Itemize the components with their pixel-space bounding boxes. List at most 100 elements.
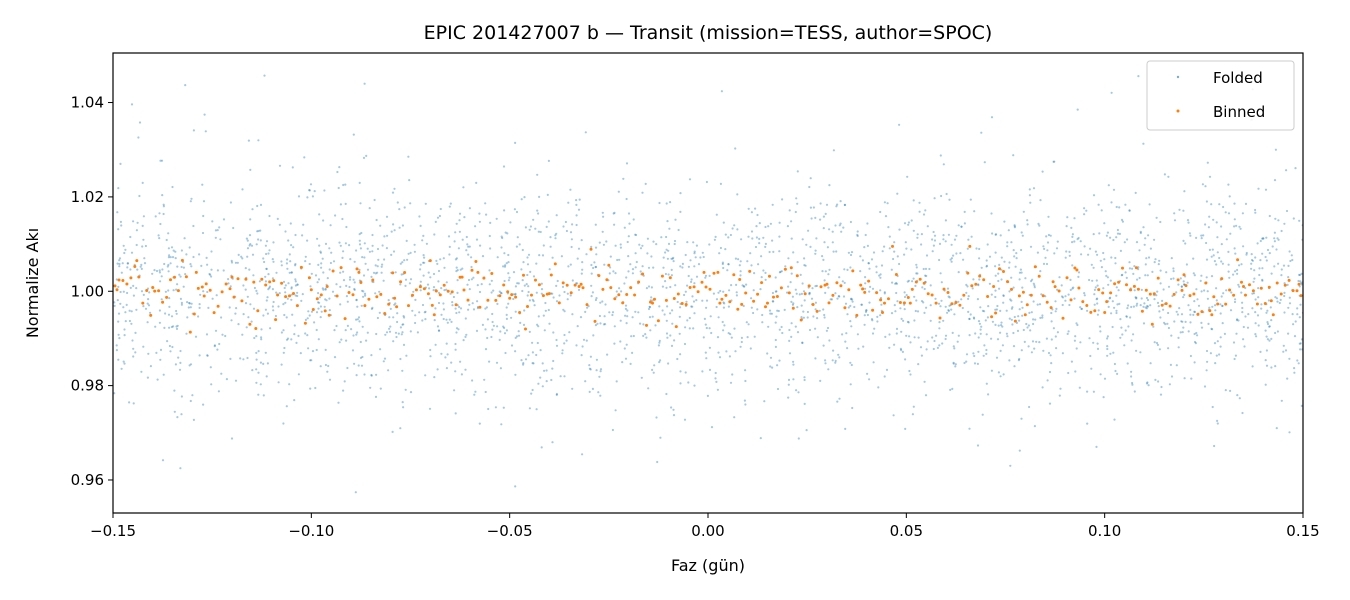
folded-point <box>721 320 724 324</box>
folded-point <box>908 369 911 373</box>
folded-point <box>760 276 763 279</box>
folded-point <box>1007 229 1010 232</box>
folded-point <box>1109 236 1112 239</box>
folded-point <box>1080 307 1083 310</box>
folded-point <box>543 329 546 332</box>
folded-point <box>999 331 1002 334</box>
folded-point <box>638 243 641 246</box>
folded-point <box>168 297 171 300</box>
folded-point <box>414 314 417 317</box>
folded-point <box>335 283 338 286</box>
binned-point <box>1188 294 1192 298</box>
folded-point <box>1254 311 1257 314</box>
folded-point <box>1270 319 1273 322</box>
folded-point <box>589 355 593 358</box>
folded-point <box>1008 261 1011 264</box>
folded-point <box>168 305 171 308</box>
folded-point <box>1056 240 1059 243</box>
folded-point <box>490 279 493 282</box>
binned-point <box>1180 288 1184 292</box>
folded-point <box>585 339 588 342</box>
folded-point <box>819 379 822 382</box>
folded-point <box>1144 263 1147 266</box>
folded-point <box>617 190 620 193</box>
folded-point <box>912 229 915 232</box>
folded-point <box>788 328 791 332</box>
folded-point <box>626 315 629 318</box>
folded-point <box>1100 266 1103 269</box>
binned-point <box>1204 281 1208 285</box>
folded-point <box>428 407 432 410</box>
folded-point <box>1000 321 1003 324</box>
folded-point <box>348 244 351 247</box>
folded-point <box>304 332 307 335</box>
folded-point <box>580 239 583 242</box>
binned-point <box>1069 298 1073 302</box>
binned-point <box>684 303 688 306</box>
folded-point <box>871 287 875 290</box>
folded-point <box>189 399 192 403</box>
binned-point <box>1251 289 1255 293</box>
folded-point <box>615 290 618 293</box>
folded-point <box>666 257 670 260</box>
folded-point <box>791 303 795 306</box>
folded-point <box>876 315 879 318</box>
folded-point <box>952 361 955 364</box>
binned-point <box>867 279 871 283</box>
folded-point <box>288 253 291 256</box>
binned-point <box>432 313 436 317</box>
folded-point <box>764 242 768 245</box>
binned-point <box>1049 306 1053 310</box>
folded-point <box>129 235 132 239</box>
folded-point <box>272 300 275 304</box>
folded-point <box>187 306 190 309</box>
binned-point <box>625 293 629 296</box>
folded-point <box>1003 220 1006 223</box>
folded-point <box>822 215 826 218</box>
folded-point <box>631 272 635 275</box>
folded-point <box>1235 332 1238 335</box>
folded-point <box>462 339 465 342</box>
folded-point <box>1135 296 1138 299</box>
folded-point <box>959 252 962 255</box>
folded-point <box>1280 274 1283 277</box>
folded-point <box>166 265 169 268</box>
folded-point <box>735 283 738 286</box>
folded-point <box>528 228 531 231</box>
folded-point <box>742 304 745 308</box>
folded-point <box>1177 346 1180 349</box>
folded-point <box>446 321 449 324</box>
folded-point <box>282 303 285 306</box>
folded-point <box>132 347 135 350</box>
folded-point <box>308 262 311 266</box>
folded-point <box>317 278 321 281</box>
folded-point <box>294 284 297 287</box>
folded-point <box>448 253 451 256</box>
folded-point <box>345 295 348 298</box>
folded-point <box>284 284 287 287</box>
folded-point <box>216 269 219 272</box>
folded-point <box>484 328 487 331</box>
folded-point <box>722 301 725 304</box>
folded-point <box>353 288 356 291</box>
folded-point <box>728 355 732 358</box>
folded-point <box>1108 297 1111 300</box>
folded-point <box>1153 238 1156 241</box>
binned-point <box>789 266 793 270</box>
folded-point <box>677 228 680 232</box>
folded-point <box>268 249 271 252</box>
folded-point <box>285 316 288 319</box>
legend-box <box>1146 60 1295 131</box>
folded-point <box>1026 219 1029 222</box>
folded-point <box>467 308 470 311</box>
binned-point <box>141 301 145 305</box>
folded-point <box>307 310 310 313</box>
folded-point <box>966 247 969 250</box>
folded-point <box>704 274 708 277</box>
folded-point <box>797 391 800 394</box>
folded-point <box>1032 282 1035 285</box>
folded-point <box>356 318 359 321</box>
folded-point <box>290 338 293 341</box>
folded-point <box>722 329 725 332</box>
binned-point <box>399 280 403 284</box>
